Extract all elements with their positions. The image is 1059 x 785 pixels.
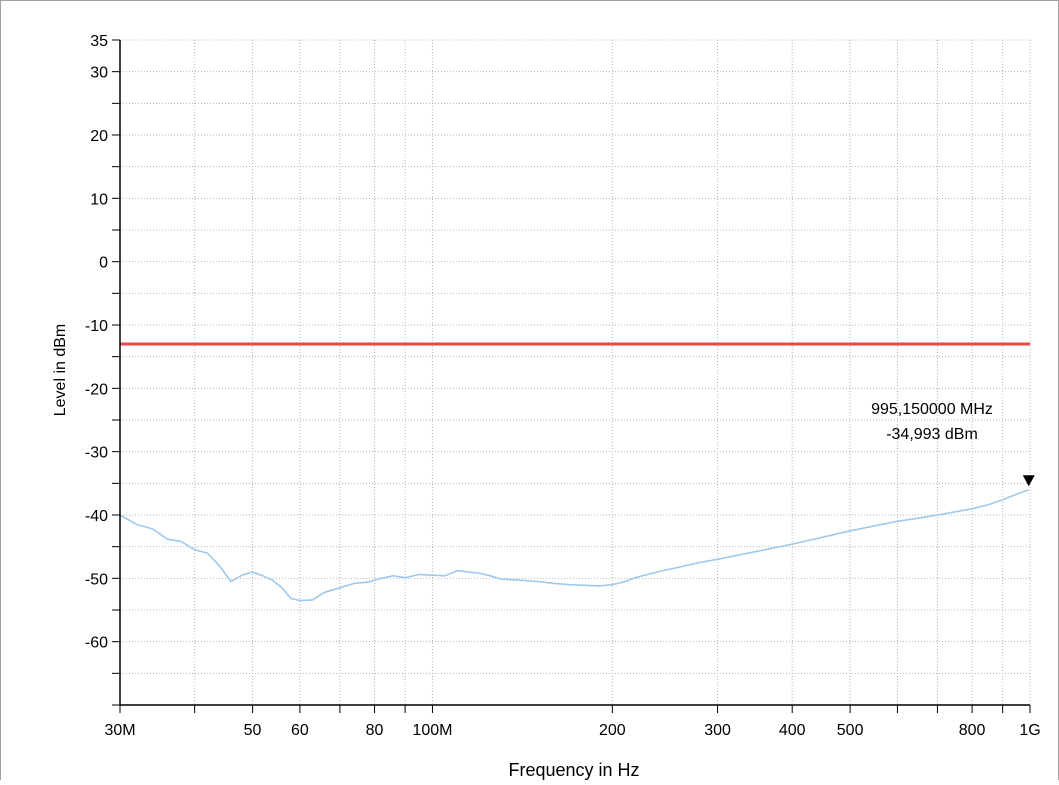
series-line <box>119 488 1029 602</box>
y-tick-label: -40 <box>85 508 108 525</box>
series-group <box>119 488 1029 602</box>
x-tick-label: 400 <box>779 722 806 739</box>
x-tick-label: 100M <box>412 722 452 739</box>
axes <box>112 39 1031 713</box>
y-tick-label: -30 <box>85 445 108 462</box>
y-tick-label: -60 <box>85 635 108 652</box>
y-tick-label: 20 <box>90 128 108 145</box>
marker-frequency-label: 995,150000 MHz <box>871 401 993 418</box>
x-tick-label: 30M <box>104 722 135 739</box>
tick-labels: 35 30 20 10 0 -10 -20 -30 -40 -50 -60 30M 50 60 80 100M… <box>85 33 1041 739</box>
y-tick-label: -20 <box>85 381 108 398</box>
x-tick-label: 200 <box>599 722 626 739</box>
x-tick-label: 300 <box>704 722 731 739</box>
y-tick-label: 0 <box>99 255 108 272</box>
y-tick-label: -50 <box>85 571 108 588</box>
x-tick-label: 50 <box>244 722 262 739</box>
y-tick-label: 10 <box>90 191 108 208</box>
x-tick-label: 800 <box>959 722 986 739</box>
marker-triangle <box>1022 475 1035 487</box>
y-axis-label: Level in dBm <box>52 324 69 417</box>
y-tick-label: -10 <box>85 318 108 335</box>
x-tick-label: 60 <box>291 722 309 739</box>
x-tick-label: 1G <box>1019 722 1040 739</box>
y-tick-label: 30 <box>90 65 108 82</box>
marker-level-label: -34,993 dBm <box>886 426 978 443</box>
x-tick-label: 80 <box>366 722 384 739</box>
marker-group: 995,150000 MHz -34,993 dBm <box>871 401 1035 487</box>
y-tick-label: 35 <box>90 33 108 50</box>
x-tick-label: 500 <box>837 722 864 739</box>
x-axis-label: Frequency in Hz <box>508 760 639 780</box>
